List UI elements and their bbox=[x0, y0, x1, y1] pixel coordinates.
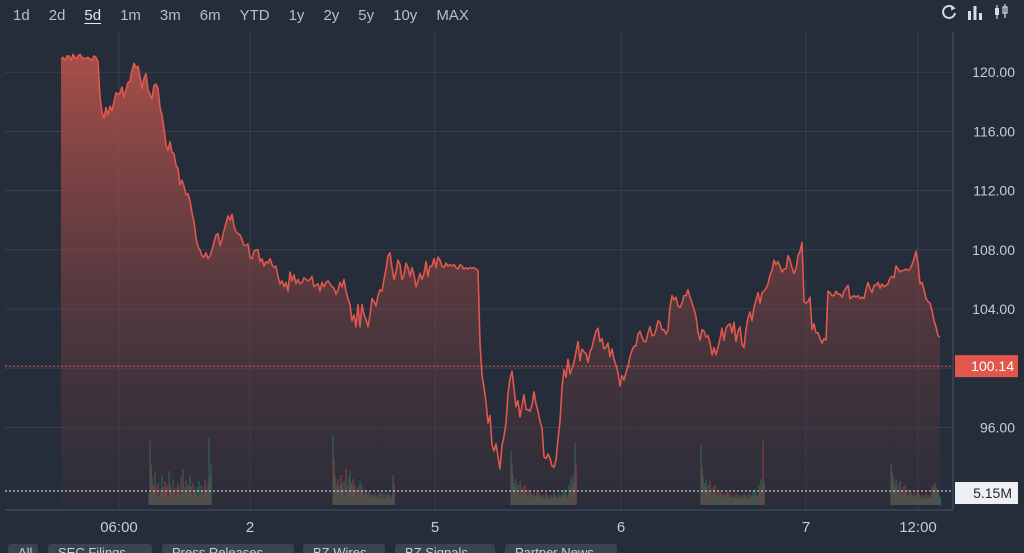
range-5d[interactable]: 5d bbox=[84, 7, 102, 24]
y-tick-label: 108.00 bbox=[972, 242, 1015, 258]
range-1d[interactable]: 1d bbox=[13, 7, 30, 24]
tab-partner-news[interactable]: Partner News bbox=[505, 544, 617, 553]
volume-bar bbox=[939, 497, 941, 505]
tab-all[interactable]: All bbox=[8, 544, 38, 553]
range-max[interactable]: MAX bbox=[436, 7, 469, 24]
x-tick-label: 5 bbox=[431, 519, 439, 536]
x-tick-label: 6 bbox=[617, 519, 625, 536]
y-tick-label: 120.00 bbox=[972, 64, 1015, 80]
refresh-icon[interactable] bbox=[940, 3, 958, 21]
x-tick-label: 06:00 bbox=[100, 519, 138, 536]
range-2d[interactable]: 2d bbox=[48, 7, 66, 24]
news-tabs: All SEC Filings Press Releases BZ Wires … bbox=[0, 544, 1024, 553]
y-tick-label: 116.00 bbox=[973, 123, 1015, 139]
tab-bz-signals[interactable]: BZ Signals bbox=[395, 544, 495, 553]
chart-tools bbox=[940, 3, 1010, 21]
price-line bbox=[60, 53, 941, 470]
bar-chart-icon[interactable] bbox=[966, 3, 984, 21]
y-tick-label: 112.00 bbox=[973, 183, 1015, 199]
last-price-label: 100.14 bbox=[971, 358, 1014, 374]
x-tick-label: 12:00 bbox=[899, 519, 937, 536]
range-10y[interactable]: 10y bbox=[393, 7, 418, 24]
range-toolbar: 1d 2d 5d 1m 3m 6m YTD 1y 2y 5y 10y MAX bbox=[0, 0, 1024, 32]
x-tick-label: 2 bbox=[246, 519, 254, 536]
range-5y[interactable]: 5y bbox=[358, 7, 375, 24]
volume-badge bbox=[955, 482, 1018, 504]
range-1m[interactable]: 1m bbox=[120, 7, 141, 24]
y-tick-label: 96.00 bbox=[980, 419, 1015, 435]
tab-sec-filings[interactable]: SEC Filings bbox=[48, 544, 152, 553]
candlestick-icon[interactable] bbox=[992, 3, 1010, 21]
last-price-badge bbox=[955, 355, 1018, 378]
range-ytd[interactable]: YTD bbox=[239, 7, 270, 24]
x-tick-label: 7 bbox=[802, 519, 810, 536]
tab-press-releases[interactable]: Press Releases bbox=[162, 544, 294, 553]
y-tick-label: 104.00 bbox=[972, 301, 1015, 317]
price-area bbox=[61, 54, 940, 506]
range-6m[interactable]: 6m bbox=[199, 7, 221, 24]
range-3m[interactable]: 3m bbox=[159, 7, 181, 24]
volume-label: 5.15M bbox=[973, 485, 1012, 501]
range-1y[interactable]: 1y bbox=[288, 7, 305, 24]
range-2y[interactable]: 2y bbox=[323, 7, 340, 24]
tab-bz-wires[interactable]: BZ Wires bbox=[303, 544, 385, 553]
